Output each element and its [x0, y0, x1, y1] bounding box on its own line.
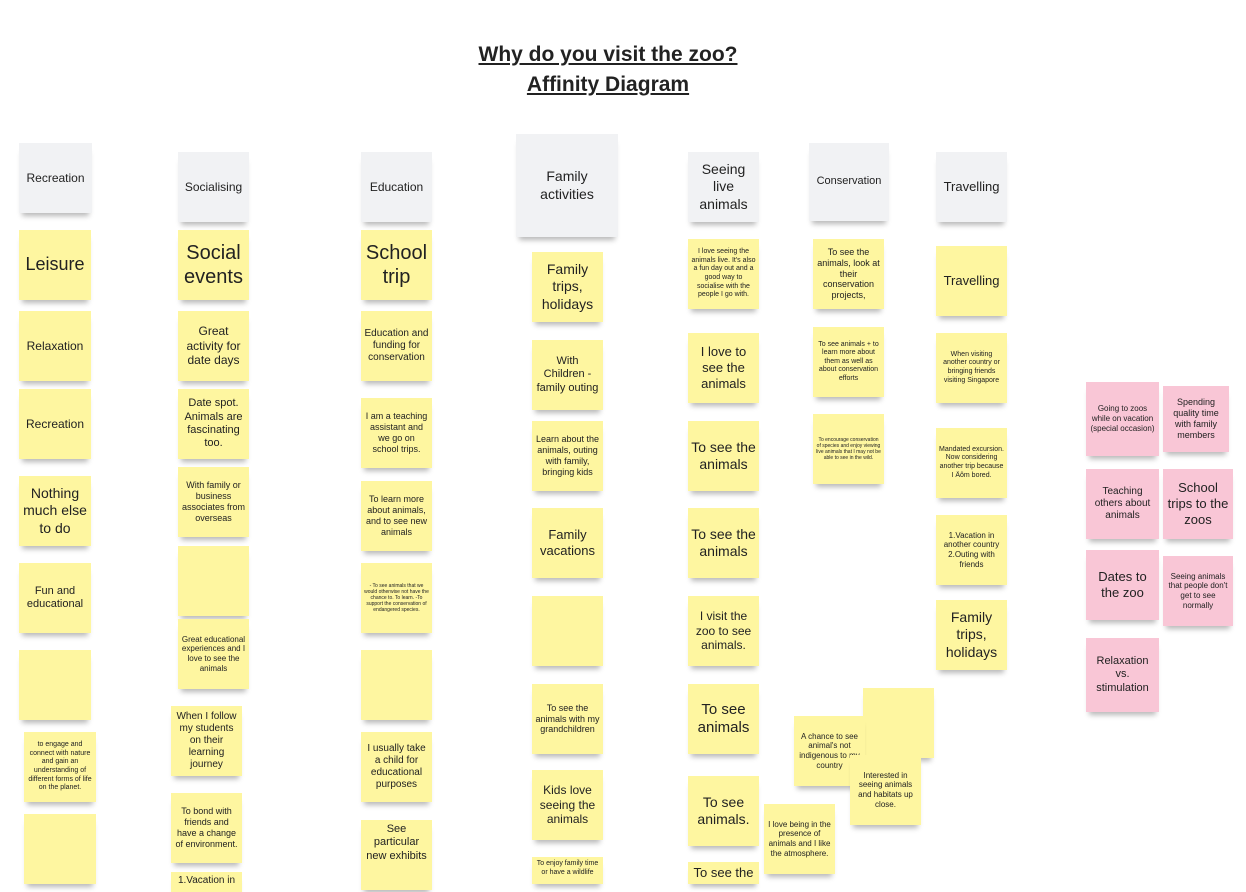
sticky-note[interactable]: Teaching others about animals	[1086, 469, 1159, 539]
sticky-note[interactable]: Interested in seeing animals and habitat…	[850, 755, 921, 825]
sticky-note[interactable]	[178, 546, 249, 616]
sticky-note[interactable]: With family or business associates from …	[178, 467, 249, 537]
sticky-note[interactable]: Family trips, holidays	[936, 600, 1007, 670]
sticky-note[interactable]: I usually take a child for educational p…	[361, 732, 432, 802]
sticky-note[interactable]: Learn about the animals, outing with fam…	[532, 421, 603, 491]
sticky-note[interactable]: Kids love seeing the animals	[532, 770, 603, 840]
sticky-note[interactable]: To see the	[688, 862, 759, 884]
sticky-note[interactable]	[361, 650, 432, 720]
sticky-note[interactable]: Great activity for date days	[178, 311, 249, 381]
sticky-note[interactable]: To see the animals, look at their conser…	[813, 239, 884, 309]
sticky-note[interactable]: Recreation	[19, 389, 91, 459]
sticky-note[interactable]: A chance to see animal's not indigenous …	[794, 716, 865, 786]
sticky-note[interactable]: I visit the zoo to see animals.	[688, 596, 759, 666]
sticky-note[interactable]: Family vacations	[532, 508, 603, 578]
sticky-note[interactable]: I am a teaching assistant and we go on s…	[361, 398, 432, 468]
sticky-note[interactable]: Mandated excursion. Now considering anot…	[936, 428, 1007, 498]
sticky-note[interactable]: Education and funding for conservation	[361, 311, 432, 381]
header-education[interactable]: Education	[361, 152, 432, 222]
sticky-note[interactable]: Dates to the zoo	[1086, 550, 1159, 620]
sticky-note[interactable]: Going to zoos while on vacation (special…	[1086, 382, 1159, 456]
sticky-note[interactable]: See particular new exhibits	[361, 820, 432, 890]
sticky-note[interactable]: School trip	[361, 230, 432, 300]
sticky-note[interactable]: When I follow my students on their learn…	[171, 706, 242, 776]
sticky-note[interactable]: Seeing animals that people don't get to …	[1163, 556, 1233, 626]
sticky-note[interactable]: Date spot. Animals are fascinating too.	[178, 389, 249, 459]
sticky-note[interactable]: 1.Vacation in another country 2.Outing w…	[936, 515, 1007, 585]
sticky-note[interactable]: Great educational experiences and I love…	[178, 619, 249, 689]
sticky-note[interactable]: Family trips, holidays	[532, 252, 603, 322]
diagram-title: Why do you visit the zoo?	[478, 43, 738, 66]
header-family-activities[interactable]: Family activities	[516, 134, 618, 237]
sticky-note[interactable]: To see the animals	[688, 508, 759, 578]
sticky-note[interactable]: Fun and educational	[19, 563, 91, 633]
sticky-note[interactable]	[863, 688, 934, 758]
sticky-note[interactable]: - To see animals that we would otherwise…	[361, 563, 432, 633]
sticky-note[interactable]: To see the animals with my grandchildren	[532, 684, 603, 754]
sticky-note[interactable]: To see animals + to learn more about the…	[813, 327, 884, 397]
sticky-note[interactable]: Relaxation vs. stimulation	[1086, 638, 1159, 712]
sticky-note[interactable]: Relaxation	[19, 311, 91, 381]
sticky-note[interactable]	[19, 650, 91, 720]
sticky-note[interactable]	[24, 814, 96, 884]
sticky-note[interactable]: School trips to the zoos	[1163, 469, 1233, 539]
sticky-note[interactable]: Spending quality time with family member…	[1163, 386, 1229, 452]
diagram-subtitle: Affinity Diagram	[526, 73, 690, 96]
header-seeing-live-animals[interactable]: Seeing live animals	[688, 152, 759, 222]
sticky-note[interactable]: to engage and connect with nature and ga…	[24, 732, 96, 802]
sticky-note[interactable]: Nothing much else to do	[19, 476, 91, 546]
sticky-note[interactable]: I love seeing the animals live. It's als…	[688, 239, 759, 309]
sticky-note[interactable]: To enjoy family time or have a wildlife	[532, 857, 603, 884]
sticky-note[interactable]: To learn more about animals, and to see …	[361, 481, 432, 551]
header-recreation[interactable]: Recreation	[19, 143, 92, 213]
sticky-note[interactable]: To encourage conservation of species and…	[813, 414, 884, 484]
sticky-note[interactable]: Leisure	[19, 230, 91, 300]
sticky-note[interactable]: I love to see the animals	[688, 333, 759, 403]
sticky-note[interactable]: To see animals	[688, 684, 759, 754]
sticky-note[interactable]: When visiting another country or bringin…	[936, 333, 1007, 403]
sticky-note[interactable]	[532, 596, 603, 666]
sticky-note[interactable]: Travelling	[936, 246, 1007, 316]
header-travelling[interactable]: Travelling	[936, 152, 1007, 222]
sticky-note[interactable]: 1.Vacation in	[171, 872, 242, 892]
sticky-note[interactable]: To see the animals	[688, 421, 759, 491]
header-conservation[interactable]: Conservation	[809, 143, 889, 221]
sticky-note[interactable]: To bond with friends and have a change o…	[171, 793, 242, 863]
sticky-note[interactable]: Social events	[178, 230, 249, 300]
sticky-note[interactable]: To see animals.	[688, 776, 759, 846]
header-socialising[interactable]: Socialising	[178, 152, 249, 222]
sticky-note[interactable]: With Children - family outing	[532, 340, 603, 410]
sticky-note[interactable]: I love being in the presence of animals …	[764, 804, 835, 874]
